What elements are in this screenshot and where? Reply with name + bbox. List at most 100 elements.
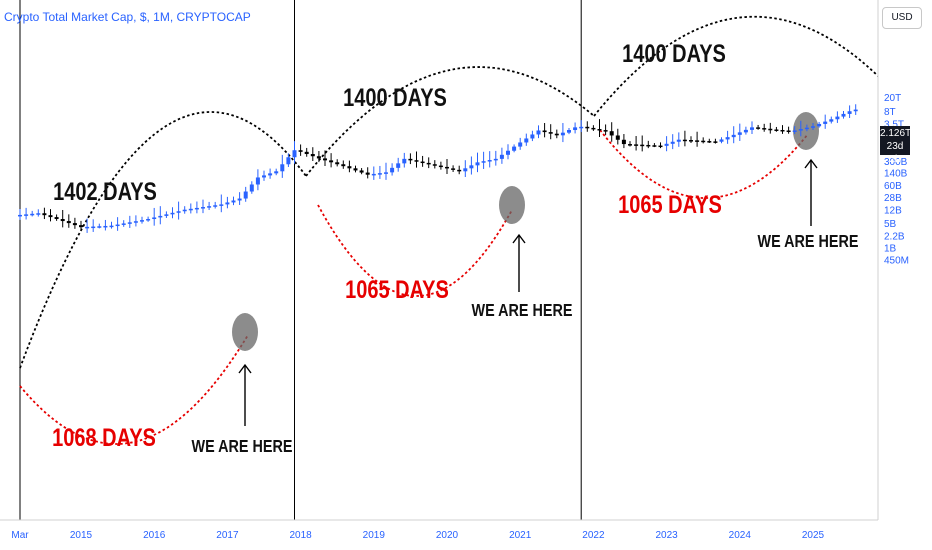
candle — [676, 139, 681, 142]
arrow-head — [804, 158, 818, 169]
candle — [542, 130, 547, 133]
candle — [603, 130, 608, 132]
candle — [664, 143, 669, 146]
candle — [768, 128, 773, 131]
annotation-label: 1402 DAYS — [53, 178, 157, 206]
last-price: 2.126T — [880, 128, 912, 139]
price-tick-label: 2.2B — [884, 231, 905, 242]
time-tick-label: 2023 — [655, 530, 678, 541]
candle — [286, 157, 291, 165]
bottom-arc — [317, 204, 513, 297]
projection-candle — [829, 119, 834, 122]
candle — [36, 213, 41, 215]
candle — [457, 169, 462, 172]
time-tick-label: 2021 — [509, 530, 532, 541]
arrow-head — [238, 363, 252, 374]
candle — [365, 172, 370, 175]
candle — [743, 129, 748, 133]
candles — [18, 119, 791, 233]
time-tick-label: 2022 — [582, 530, 605, 541]
time-axis: Mar 2015 2016 2017 2018 2019 2020 2021 2022 2023 2… — [11, 530, 824, 541]
annotation-label: WE ARE HERE — [192, 437, 293, 457]
annotation-label: 1400 DAYS — [622, 40, 726, 68]
candle — [268, 173, 273, 176]
candle — [231, 200, 236, 203]
candle — [341, 164, 346, 167]
cycle-lines — [19, 0, 582, 520]
candle — [695, 140, 700, 142]
candle — [408, 158, 413, 161]
candle — [310, 154, 315, 157]
price-tick-label: 140B — [884, 168, 908, 179]
candle — [481, 161, 486, 163]
bar-countdown: 23d 2h — [886, 141, 904, 165]
candle — [249, 184, 254, 192]
candle — [60, 219, 65, 222]
price-tick-label: 12B — [884, 206, 902, 217]
candle — [347, 166, 352, 169]
candle — [316, 156, 321, 159]
candle — [158, 215, 163, 218]
candle — [390, 167, 395, 173]
candle — [164, 214, 169, 216]
candle — [219, 204, 224, 206]
projection-candle — [841, 113, 846, 117]
candle — [274, 171, 279, 174]
candle — [512, 146, 517, 151]
candle — [567, 130, 571, 133]
candle — [103, 225, 108, 228]
candle — [335, 162, 340, 165]
candle — [438, 165, 443, 168]
time-tick-label: 2025 — [802, 530, 825, 541]
price-tick-label: 1B — [884, 243, 897, 254]
candle — [79, 225, 83, 228]
price-axis: 20T8T3.5T1.6T700B300B140B60B28B12B5B2.2B… — [884, 93, 909, 267]
candle — [323, 158, 327, 161]
candle — [42, 213, 47, 216]
candle — [475, 162, 480, 166]
currency-selector[interactable]: USD — [882, 7, 922, 29]
bottom-arc — [599, 129, 809, 199]
candle — [585, 126, 590, 129]
candle — [719, 139, 724, 142]
annotation-label: 1400 DAYS — [343, 84, 447, 112]
candle — [292, 150, 297, 158]
candle — [140, 220, 144, 222]
candle — [207, 206, 212, 208]
candle — [402, 158, 407, 164]
candle — [243, 191, 248, 199]
candle — [91, 226, 96, 229]
here-circle — [793, 112, 819, 150]
candle — [670, 141, 675, 144]
candle — [524, 138, 529, 143]
candle — [414, 160, 419, 162]
candle — [371, 173, 376, 176]
candle — [176, 211, 181, 213]
projection-candle — [847, 111, 852, 114]
candle — [420, 161, 425, 164]
projection-candle — [792, 130, 797, 132]
candle — [30, 213, 35, 216]
here-circle — [232, 313, 258, 351]
candle — [591, 127, 596, 130]
candle — [54, 217, 59, 220]
candle — [463, 168, 468, 172]
time-tick-label: 2024 — [729, 530, 752, 541]
candle — [786, 130, 791, 132]
candle — [213, 205, 218, 207]
annotations: 1402 DAYS 1400 DAYS 1400 DAYS 1068 DAYS 1065… — [52, 40, 858, 457]
candle — [499, 154, 504, 159]
candle — [115, 224, 120, 227]
candle — [237, 198, 242, 201]
here-circle — [499, 186, 525, 224]
last-price-badge: 2.126T 23d 2h — [880, 126, 912, 165]
time-tick-label: 2020 — [436, 530, 459, 541]
candle — [682, 139, 687, 142]
cycle-arc — [19, 111, 307, 369]
candle — [774, 129, 779, 131]
candle — [262, 175, 266, 178]
cycle-arc — [305, 66, 595, 177]
candle — [615, 135, 620, 140]
price-tick-label: 20T — [884, 93, 901, 104]
candle — [530, 134, 535, 139]
